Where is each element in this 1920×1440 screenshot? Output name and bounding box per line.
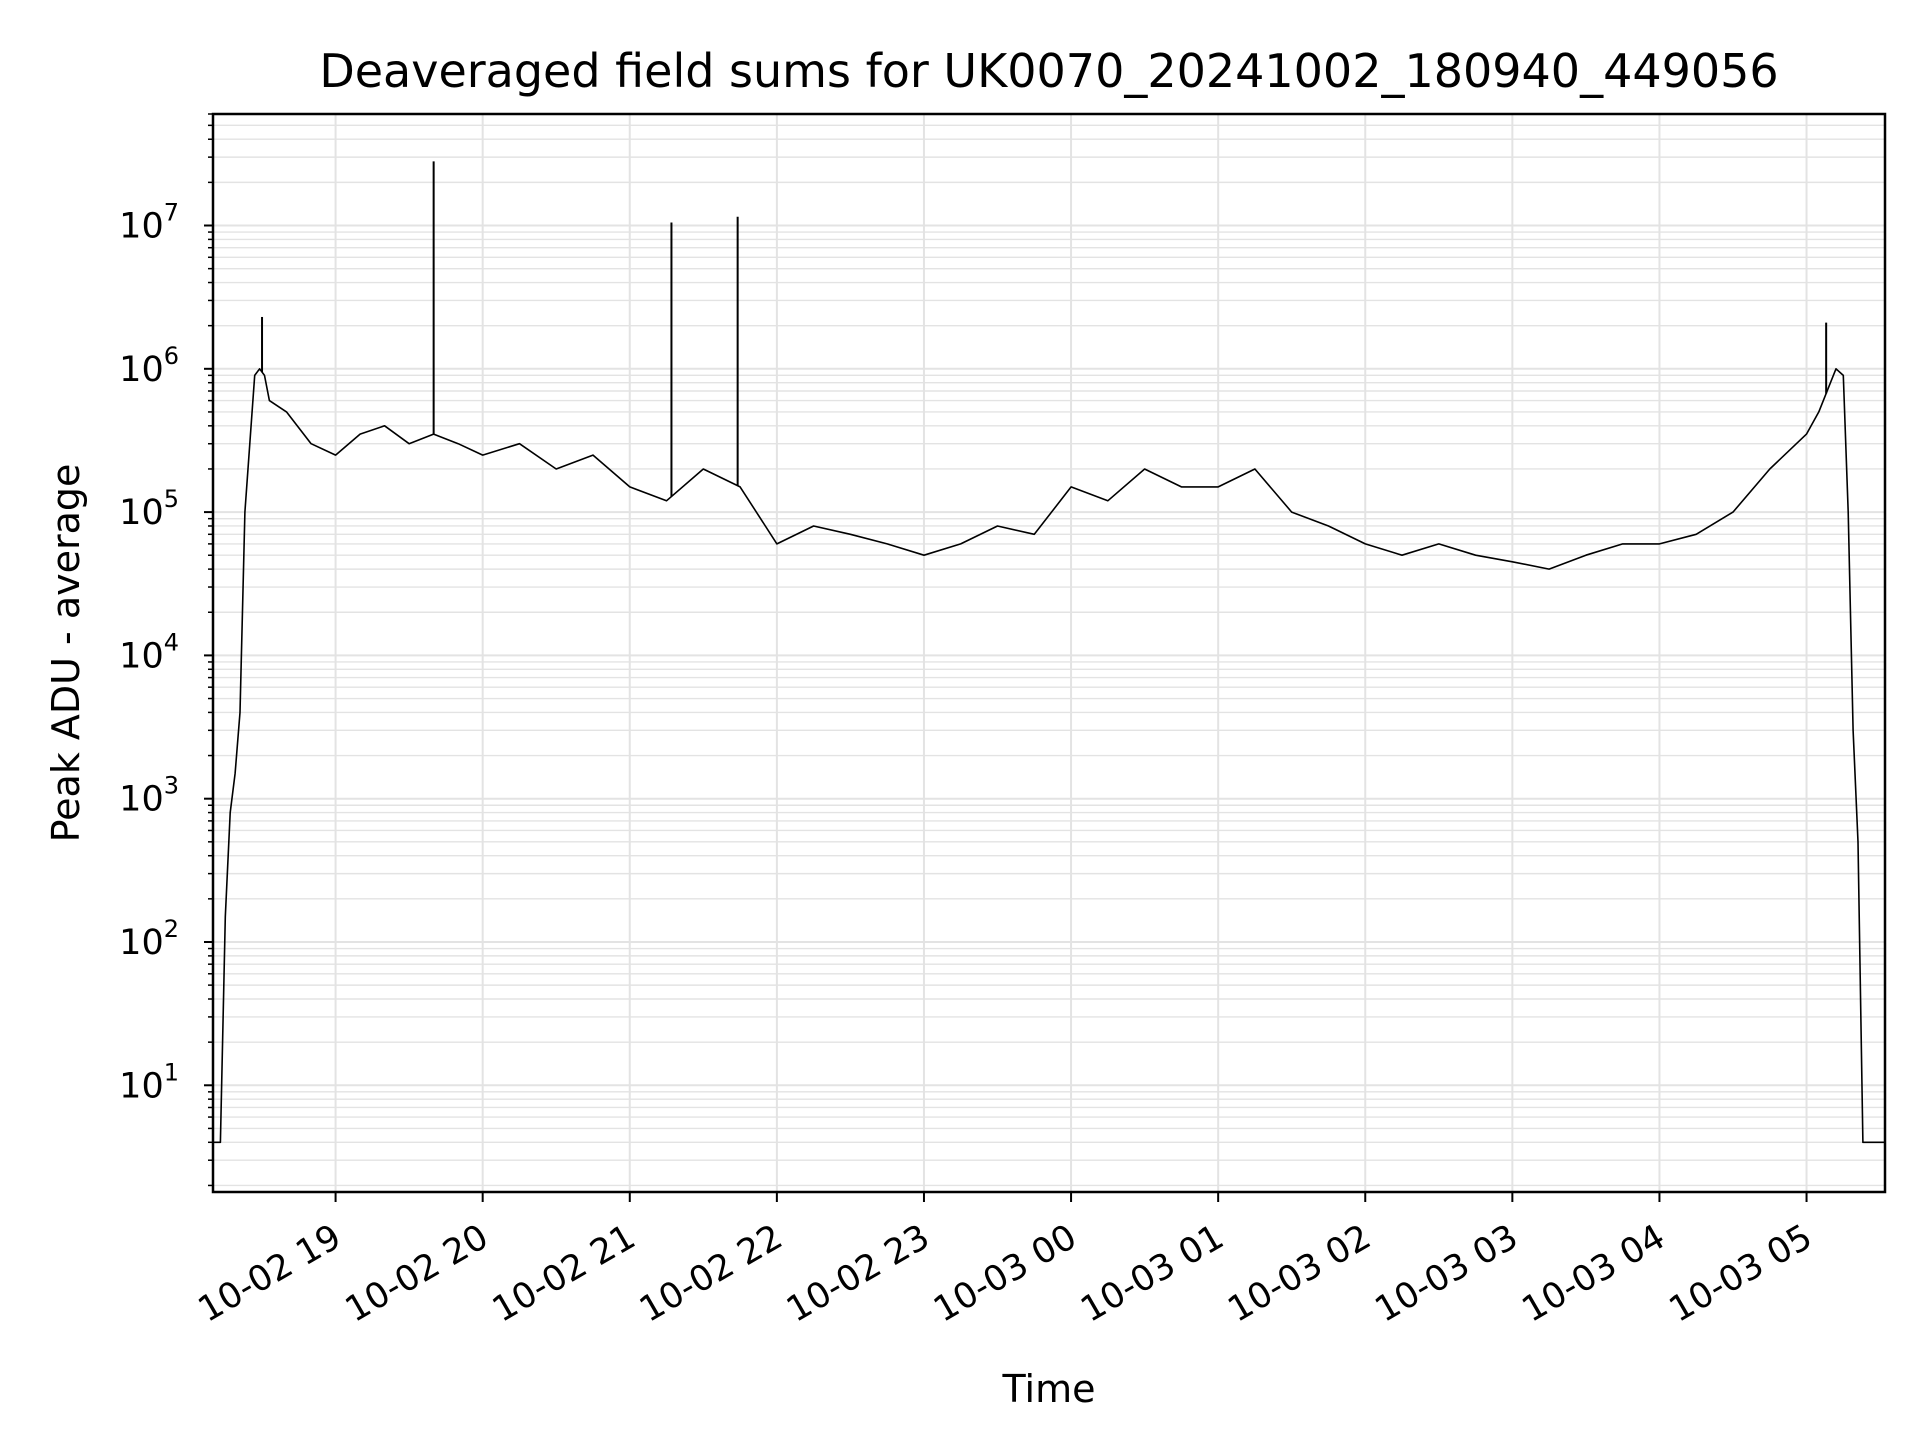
y-tick-label: 103 — [119, 772, 179, 820]
y-tick-exponent: 6 — [164, 342, 179, 370]
chart-title: Deaveraged field sums for UK0070_2024100… — [319, 44, 1778, 98]
y-tick-label: 104 — [119, 628, 179, 676]
y-tick-label: 107 — [119, 199, 179, 247]
y-tick-exponent: 4 — [164, 628, 179, 656]
y-axis-label: Peak ADU - average — [44, 464, 88, 843]
y-tick-exponent: 2 — [164, 915, 179, 943]
y-tick-base: 10 — [119, 1066, 164, 1106]
y-tick-label: 105 — [119, 485, 179, 533]
y-tick-label: 106 — [119, 342, 179, 390]
series-line-group — [213, 161, 1885, 1144]
y-tick-base: 10 — [119, 350, 164, 390]
y-tick-base: 10 — [119, 493, 164, 533]
y-tick-exponent: 1 — [164, 1058, 179, 1086]
series-line — [213, 368, 1885, 1144]
y-tick-base: 10 — [119, 923, 164, 963]
y-tick-base: 10 — [119, 780, 164, 820]
plot-frame — [211, 112, 1887, 1194]
x-axis-label: Time — [1002, 1367, 1096, 1411]
y-tick-exponent: 3 — [164, 772, 179, 800]
y-tick-exponent: 5 — [164, 485, 179, 513]
y-tick-base: 10 — [119, 636, 164, 676]
y-tick-label: 102 — [119, 915, 179, 963]
y-tick-base: 10 — [119, 207, 164, 247]
y-tick-exponent: 7 — [164, 199, 179, 227]
y-tick-label: 101 — [119, 1058, 179, 1106]
gridlines — [213, 113, 1885, 1192]
